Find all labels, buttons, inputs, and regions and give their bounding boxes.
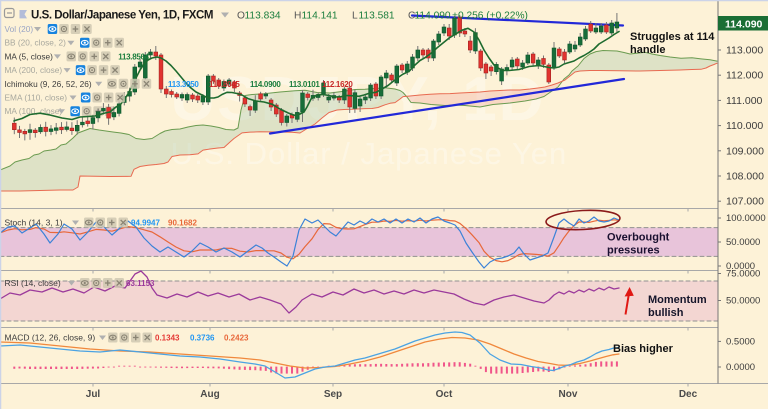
svg-text:109.000: 109.000 xyxy=(726,145,764,157)
svg-text:0.1343: 0.1343 xyxy=(155,334,180,343)
svg-text:108.000: 108.000 xyxy=(726,171,764,183)
svg-text:MACD (12, 26, close, 9): MACD (12, 26, close, 9) xyxy=(5,333,96,343)
svg-text:112.000: 112.000 xyxy=(726,70,763,82)
svg-text:114.090: 114.090 xyxy=(725,19,763,31)
svg-text:113.581: 113.581 xyxy=(359,11,395,22)
svg-text:Ichimoku (9, 26, 52, 26): Ichimoku (9, 26, 52, 26) xyxy=(5,79,92,89)
svg-text:Struggles at 114: Struggles at 114 xyxy=(630,31,715,43)
svg-text:100.0000: 100.0000 xyxy=(726,213,766,224)
svg-text:114.0900: 114.0900 xyxy=(250,80,281,89)
svg-text:L: L xyxy=(352,11,358,22)
svg-text:H: H xyxy=(294,11,301,22)
svg-text:O: O xyxy=(237,11,245,22)
svg-text:Oct: Oct xyxy=(436,389,453,400)
svg-text:0.2423: 0.2423 xyxy=(224,334,249,343)
svg-text:Momentum: Momentum xyxy=(648,294,707,306)
svg-text:113.0101: 113.0101 xyxy=(289,80,320,89)
svg-text:+0.256 (+0.22%): +0.256 (+0.22%) xyxy=(452,11,528,22)
svg-text:Nov: Nov xyxy=(559,389,578,400)
svg-text:BB (20, close, 2): BB (20, close, 2) xyxy=(5,38,67,48)
svg-text:RSI (14, close): RSI (14, close) xyxy=(5,278,61,288)
svg-text:U.S. Dollar/Japanese Yen, 1D,: U.S. Dollar/Japanese Yen, 1D, FXCM xyxy=(31,10,213,22)
svg-text:bullish: bullish xyxy=(648,307,684,319)
svg-text:114.141: 114.141 xyxy=(302,11,338,22)
svg-text:0.0000: 0.0000 xyxy=(726,362,755,373)
svg-text:Vol (20): Vol (20) xyxy=(5,24,34,34)
svg-text:113.000: 113.000 xyxy=(726,45,763,57)
svg-text:Sep: Sep xyxy=(324,389,342,400)
svg-text:111.000: 111.000 xyxy=(726,95,763,107)
svg-text:110.000: 110.000 xyxy=(726,120,763,132)
svg-text:Overbought: Overbought xyxy=(607,232,670,244)
svg-text:MA (200, close): MA (200, close) xyxy=(5,65,63,75)
svg-text:113.834: 113.834 xyxy=(245,11,281,22)
svg-text:handle: handle xyxy=(630,44,665,56)
svg-text:113.3950: 113.3950 xyxy=(168,80,199,89)
svg-text:114.090: 114.090 xyxy=(415,11,451,22)
svg-text:0.3736: 0.3736 xyxy=(190,334,215,343)
svg-text:75.0000: 75.0000 xyxy=(726,269,760,280)
svg-text:50.0000: 50.0000 xyxy=(726,237,760,248)
svg-text:Bias higher: Bias higher xyxy=(613,343,674,355)
svg-text:MA (5, close): MA (5, close) xyxy=(5,51,54,61)
svg-text:C: C xyxy=(408,11,415,22)
svg-text:112.1620: 112.1620 xyxy=(322,80,353,89)
svg-text:107.000: 107.000 xyxy=(726,196,764,208)
svg-text:113.8564: 113.8564 xyxy=(118,52,149,61)
svg-text:EMA (110, close): EMA (110, close) xyxy=(5,93,68,103)
svg-text:Stoch (14, 3, 1): Stoch (14, 3, 1) xyxy=(5,218,63,228)
svg-text:50.0000: 50.0000 xyxy=(726,296,760,307)
svg-text:Aug: Aug xyxy=(200,389,219,400)
svg-text:94.9947: 94.9947 xyxy=(131,219,160,228)
svg-text:pressures: pressures xyxy=(607,245,660,257)
svg-text:Jul: Jul xyxy=(86,389,101,400)
svg-text:Dec: Dec xyxy=(679,389,698,400)
svg-text:U.S. Dollar / Japanese Yen: U.S. Dollar / Japanese Yen xyxy=(171,136,568,171)
svg-text:90.1682: 90.1682 xyxy=(168,219,197,228)
svg-text:110.8045: 110.8045 xyxy=(209,80,240,89)
svg-text:63.1153: 63.1153 xyxy=(126,279,155,288)
svg-text:MA (100, close): MA (100, close) xyxy=(5,106,63,116)
svg-text:0.5000: 0.5000 xyxy=(726,336,755,347)
svg-text:0.0000: 0.0000 xyxy=(726,261,755,272)
